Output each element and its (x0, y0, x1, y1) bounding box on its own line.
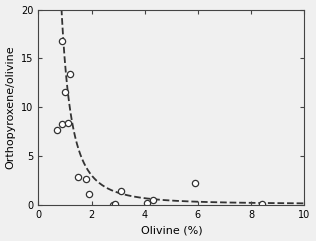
Y-axis label: Orthopyroxene/olivine: Orthopyroxene/olivine (6, 46, 15, 169)
X-axis label: Olivine (%): Olivine (%) (141, 225, 202, 235)
